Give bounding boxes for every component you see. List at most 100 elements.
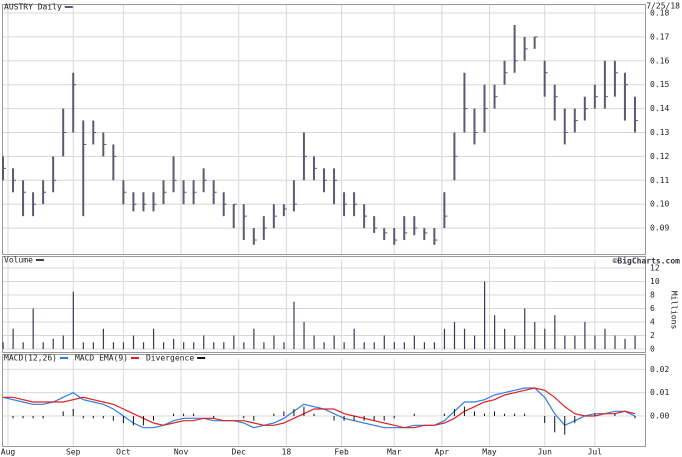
watermark: ©BigCharts.com <box>613 256 681 266</box>
y-tick-label: 0.02 <box>650 365 669 374</box>
volume-bar <box>433 342 436 349</box>
volume-bar <box>463 328 466 349</box>
x-tick-label: Aug <box>1 448 16 457</box>
x-tick-label: Feb <box>334 448 349 457</box>
volume-bar <box>263 342 265 349</box>
price-panel <box>2 4 646 255</box>
volume-bar <box>102 328 105 349</box>
volume-bar <box>473 335 476 349</box>
volume-bar <box>82 342 84 349</box>
legend-label: AUSTRY Daily <box>4 3 62 12</box>
volume-bar <box>494 315 496 349</box>
x-tick-label: Jun <box>537 448 552 457</box>
volume-bar <box>142 342 145 349</box>
volume-bar <box>293 301 295 349</box>
volume-bar <box>403 342 405 349</box>
volume-bar <box>233 335 235 349</box>
volume-bar <box>574 335 576 349</box>
volume-bar <box>544 328 546 349</box>
volume-bar <box>524 308 526 349</box>
volume-panel <box>2 256 646 353</box>
volume-bar <box>22 342 24 349</box>
legend-label: MACD(12,26) <box>4 354 57 363</box>
volume-bar <box>303 322 305 349</box>
x-tick-label: Mar <box>387 448 402 457</box>
volume-bar <box>243 342 245 349</box>
volume-bar <box>173 338 175 349</box>
x-tick-label: Apr <box>435 448 450 457</box>
volume-bar <box>283 342 285 349</box>
volume-bar <box>453 322 456 349</box>
y-tick-label: 0.15 <box>650 80 669 89</box>
volume-bar <box>614 335 616 349</box>
volume-bar <box>92 342 94 349</box>
x-tick-label: Jul <box>588 448 603 457</box>
legend-label: Divergence <box>146 354 194 363</box>
volume-bar <box>554 315 556 349</box>
volume-bar <box>122 342 125 349</box>
y-tick-label: 0.14 <box>650 104 669 113</box>
x-tick-label: Sep <box>66 448 81 457</box>
volume-bar <box>363 342 365 349</box>
y-tick-label: 0 <box>650 345 655 354</box>
volume-bar <box>132 335 135 349</box>
y-tick-label: 0.18 <box>650 9 669 18</box>
y-tick-label: 0.11 <box>650 176 669 185</box>
volume-bar <box>42 342 44 349</box>
volume-bar <box>213 342 215 349</box>
legend-label: Volume <box>4 256 33 265</box>
y-tick-label: 6 <box>650 304 655 313</box>
y-tick-label: 0.13 <box>650 128 669 137</box>
volume-bar <box>423 342 426 349</box>
x-tick-label: 18 <box>282 448 292 457</box>
y-axis-label: Millions <box>670 291 679 330</box>
legend-label: MACD EMA(9) <box>75 354 128 363</box>
y-tick-label: 0.17 <box>650 32 669 41</box>
volume-bar <box>484 281 486 349</box>
y-tick-label: 0.00 <box>650 412 669 421</box>
x-tick-label: Oct <box>116 448 131 457</box>
x-tick-label: Nov <box>174 448 189 457</box>
volume-bar <box>313 335 315 349</box>
y-tick-label: 8 <box>650 291 655 300</box>
volume-bar <box>163 342 165 349</box>
macd-line <box>3 387 636 429</box>
volume-bar <box>223 342 225 349</box>
volume-bar <box>373 342 375 349</box>
volume-bar <box>383 335 385 349</box>
volume-bar <box>343 342 345 349</box>
volume-bar <box>203 335 205 349</box>
volume-bar <box>183 342 185 349</box>
volume-bar <box>564 335 566 349</box>
volume-bar <box>32 308 34 349</box>
volume-bar <box>634 335 636 349</box>
y-tick-label: 0.01 <box>650 388 669 397</box>
volume-bar <box>534 322 536 349</box>
y-tick-label: 2 <box>650 331 655 340</box>
y-tick-label: 4 <box>650 318 655 327</box>
y-tick-label: 0.10 <box>650 200 669 209</box>
y-tick-label: 10 <box>650 277 660 286</box>
volume-bar <box>152 328 155 349</box>
x-tick-label: Dec <box>232 448 247 457</box>
volume-bar <box>2 342 4 349</box>
volume-bar <box>333 335 335 349</box>
x-tick-label: May <box>482 448 497 457</box>
volume-bar <box>594 335 596 349</box>
volume-bar <box>273 335 275 349</box>
volume-bar <box>514 335 516 349</box>
volume-bar <box>624 338 626 349</box>
volume-bar <box>193 342 195 349</box>
volume-bar <box>62 335 64 349</box>
volume-bar <box>253 328 255 349</box>
macd-line <box>2 387 636 429</box>
volume-bar <box>12 328 14 349</box>
volume-bar <box>443 328 446 349</box>
volume-bar <box>72 291 74 349</box>
volume-bar <box>584 322 586 349</box>
volume-bar <box>504 328 506 349</box>
y-tick-label: 12 <box>650 264 660 273</box>
volume-bar <box>323 342 325 349</box>
volume-bar <box>353 328 355 349</box>
y-tick-label: 0.12 <box>650 152 669 161</box>
